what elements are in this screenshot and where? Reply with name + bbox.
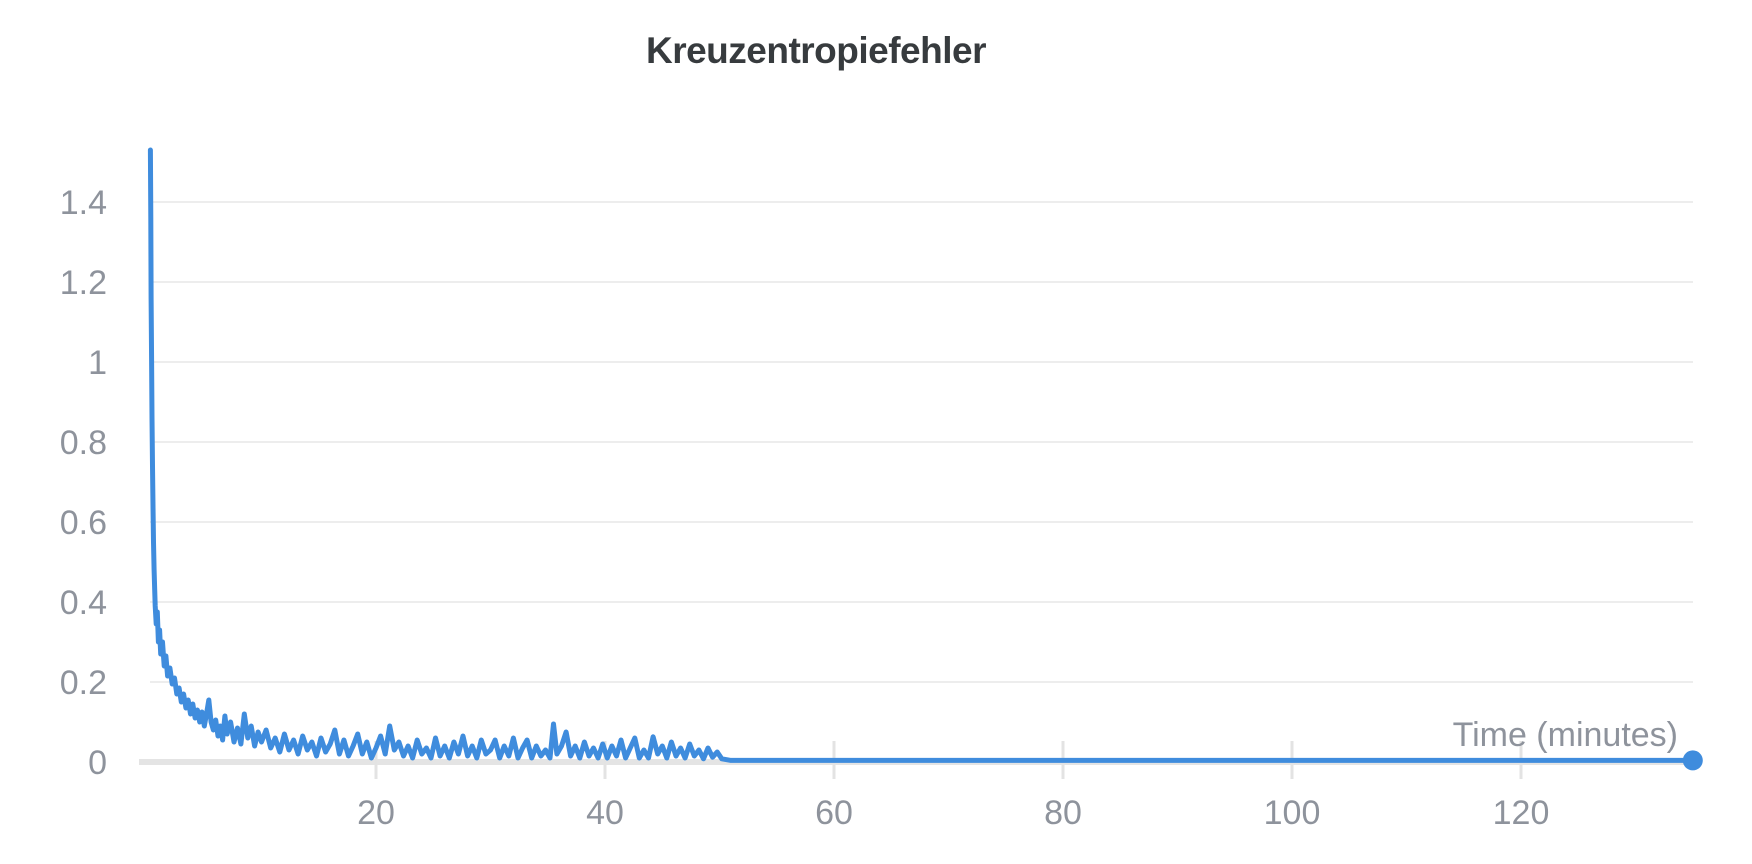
loss-series-line xyxy=(147,147,1696,763)
y-tick-label: 1.4 xyxy=(60,184,107,222)
chart-title: Kreuzentropiefehler xyxy=(645,30,987,71)
x-tick-label: 40 xyxy=(586,794,624,832)
series-endpoint-dot xyxy=(1682,750,1703,771)
y-tick-label: 0.8 xyxy=(60,424,107,462)
x-tick-label: 20 xyxy=(357,794,395,832)
y-tick-label: 1 xyxy=(88,344,107,382)
x-axis-title: Time (minutes) xyxy=(1453,716,1678,754)
x-tick-labels-layer: 20 40 60 80 100 120 xyxy=(357,794,1549,832)
y-gridlines-layer xyxy=(139,201,1695,765)
x-tick-label: 100 xyxy=(1264,794,1321,832)
y-tick-label: 0.2 xyxy=(60,664,107,702)
y-tick-label: 1.2 xyxy=(60,264,107,302)
y-tick-label: 0.4 xyxy=(60,584,107,622)
x-tick-label: 120 xyxy=(1493,794,1550,832)
x-tick-label: 80 xyxy=(1044,794,1082,832)
y-tick-label: 0 xyxy=(88,744,107,782)
y-tick-labels-layer: 0 0.2 0.4 0.6 0.8 1 1.2 1.4 xyxy=(60,184,107,782)
y-tick-label: 0.6 xyxy=(60,504,107,542)
x-tick-label: 60 xyxy=(815,794,853,832)
